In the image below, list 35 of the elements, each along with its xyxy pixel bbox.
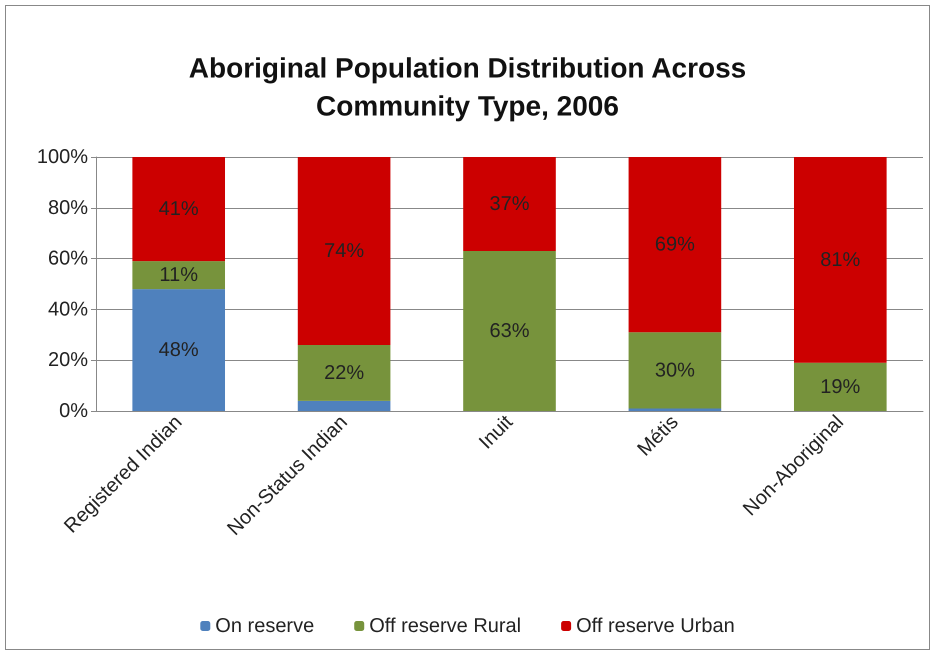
data-label: 41% [158,198,199,220]
bar [132,261,226,290]
chart-title: Aboriginal Population Distribution Across Community Type, 2006 [188,52,746,122]
bar [132,289,226,411]
data-label: 69% [654,234,696,256]
bar [298,157,390,345]
data-label: 37% [489,192,530,215]
bar [298,400,390,411]
data-label: 19% [820,376,861,398]
bar [298,344,390,401]
x-tick-label: Inuit [475,410,518,454]
legend-label: Off reserve Rural [369,615,522,637]
y-tick-label: 80% [48,196,88,219]
y-tick-label: 0% [59,400,88,422]
y-tick-label: 20% [48,349,88,372]
bar [794,157,887,363]
data-label: 11% [159,264,198,286]
bar [132,157,226,262]
data-label: 63% [489,320,530,342]
y-tick-label: 100% [36,146,88,168]
bar [794,362,887,411]
bar [628,332,722,408]
bar [463,157,556,251]
data-label: 48% [158,339,199,362]
data-label: 81% [820,248,861,271]
legend-label: On reserve [215,615,314,637]
bar [628,408,722,411]
data-label: 74% [324,240,364,262]
bar [463,250,556,411]
data-label: 22% [324,362,364,384]
legend-label: Off reserve Urban [576,615,735,637]
data-label: 30% [654,359,696,382]
y-tick-label: 60% [48,248,88,270]
bar [628,157,722,332]
y-tick-label: 40% [48,298,88,320]
